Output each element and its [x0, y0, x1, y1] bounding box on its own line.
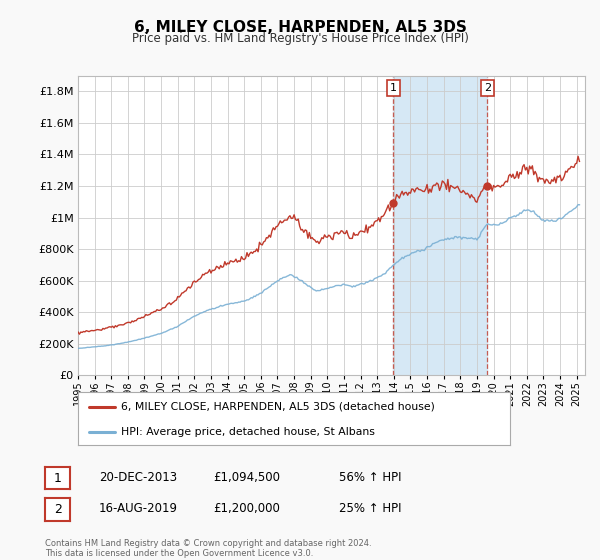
- Text: Price paid vs. HM Land Registry's House Price Index (HPI): Price paid vs. HM Land Registry's House …: [131, 32, 469, 45]
- Text: 1: 1: [53, 472, 62, 485]
- Text: 25% ↑ HPI: 25% ↑ HPI: [339, 502, 401, 515]
- Text: £1,200,000: £1,200,000: [213, 502, 280, 515]
- Text: 16-AUG-2019: 16-AUG-2019: [99, 502, 178, 515]
- Text: 2: 2: [484, 83, 491, 93]
- Text: 1: 1: [390, 83, 397, 93]
- Bar: [394, 76, 487, 375]
- Text: Contains HM Land Registry data © Crown copyright and database right 2024.: Contains HM Land Registry data © Crown c…: [45, 539, 371, 548]
- Text: 6, MILEY CLOSE, HARPENDEN, AL5 3DS (detached house): 6, MILEY CLOSE, HARPENDEN, AL5 3DS (deta…: [121, 402, 435, 412]
- Text: 6, MILEY CLOSE, HARPENDEN, AL5 3DS: 6, MILEY CLOSE, HARPENDEN, AL5 3DS: [134, 20, 466, 35]
- Text: This data is licensed under the Open Government Licence v3.0.: This data is licensed under the Open Gov…: [45, 549, 313, 558]
- Text: 20-DEC-2013: 20-DEC-2013: [99, 470, 177, 484]
- Text: HPI: Average price, detached house, St Albans: HPI: Average price, detached house, St A…: [121, 427, 375, 437]
- Text: £1,094,500: £1,094,500: [213, 470, 280, 484]
- Text: 2: 2: [53, 503, 62, 516]
- Text: 56% ↑ HPI: 56% ↑ HPI: [339, 470, 401, 484]
